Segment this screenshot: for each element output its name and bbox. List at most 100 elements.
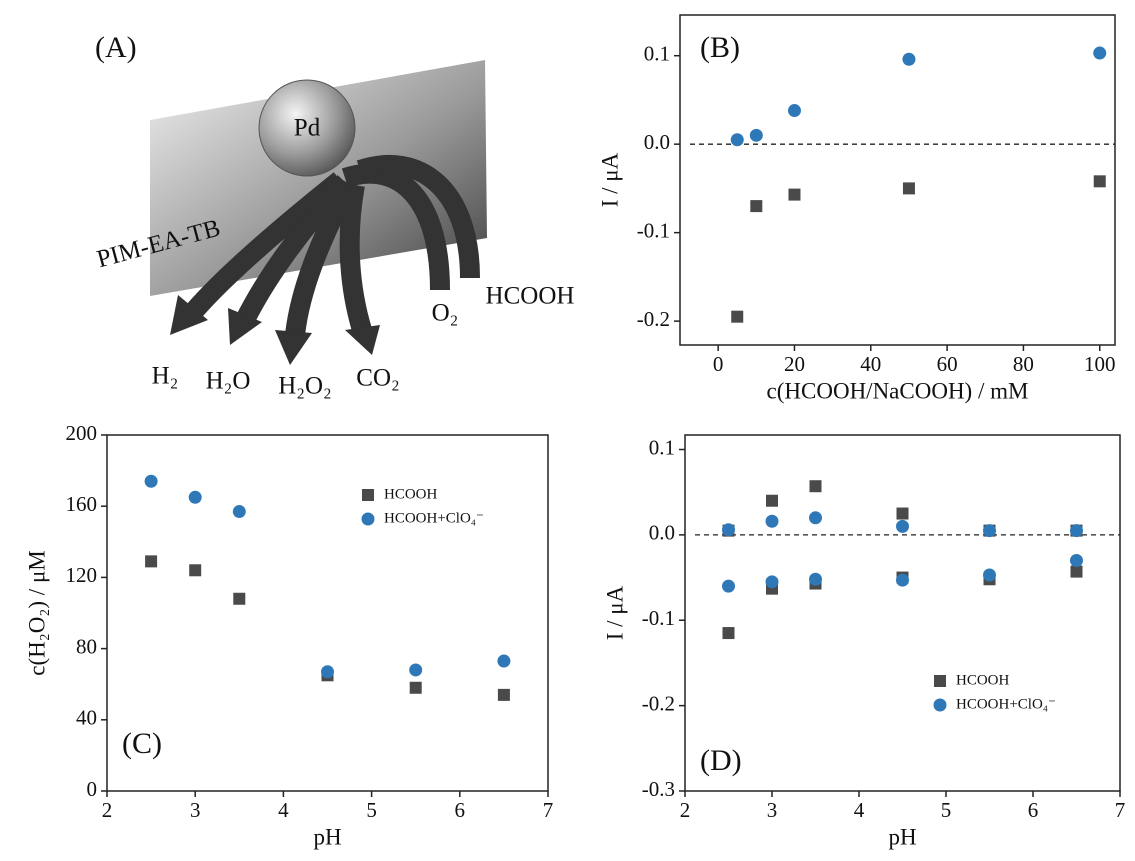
x-tick-label: 40	[860, 352, 881, 376]
point	[766, 494, 778, 507]
point	[896, 507, 909, 520]
panel-label: (A)	[95, 31, 137, 64]
y-tick-label: -0.1	[642, 606, 675, 630]
point	[144, 474, 158, 488]
x-tick-label: 20	[784, 352, 805, 376]
y-axis-label: c(H₂O₂) / μM	[24, 550, 49, 675]
point	[902, 182, 915, 195]
x-tick-label: 4	[278, 798, 289, 822]
y-tick-label: 0.0	[649, 521, 675, 545]
point	[983, 524, 996, 538]
y-tick-label: 0.1	[649, 435, 675, 459]
point	[497, 688, 510, 701]
panel-label: (C)	[122, 727, 162, 760]
point	[731, 310, 744, 323]
point	[188, 490, 202, 504]
x-tick-label: 3	[190, 798, 201, 822]
reactant-label: HCOOH	[486, 283, 575, 310]
y-tick-label: 0.0	[644, 130, 670, 154]
point	[722, 579, 735, 593]
x-tick-label: 6	[1028, 798, 1039, 822]
point	[809, 572, 822, 586]
point	[232, 505, 246, 519]
x-tick-label: 2	[680, 798, 691, 822]
product-label: CO₂	[356, 365, 399, 392]
y-tick-label: 200	[66, 421, 98, 445]
legend-marker	[361, 512, 375, 526]
point	[788, 188, 801, 201]
pd-particle	[258, 79, 356, 177]
plot-frame	[679, 14, 1116, 346]
point	[321, 665, 334, 679]
legend-label: HCOOH	[956, 672, 1010, 688]
x-tick-label: 0	[713, 352, 724, 376]
plot-frame	[106, 434, 549, 792]
point	[1070, 524, 1083, 538]
point	[1070, 553, 1083, 567]
x-tick-label: 6	[455, 798, 466, 822]
y-axis-label: I / μA	[602, 585, 627, 640]
point	[1093, 46, 1107, 60]
panel-label: (B)	[700, 31, 740, 64]
y-tick-label: 40	[76, 706, 97, 730]
reactant-label: O₂	[432, 300, 459, 327]
x-tick-label: 3	[767, 798, 778, 822]
product-label: H₂	[152, 363, 179, 390]
x-tick-label: 5	[366, 798, 377, 822]
point	[730, 133, 744, 147]
x-tick-label: 4	[854, 798, 865, 822]
y-tick-label: -0.2	[642, 691, 675, 715]
membrane-plane	[150, 60, 487, 296]
panel-label: (D)	[700, 744, 742, 777]
point	[1070, 565, 1083, 578]
y-axis-label: I / μA	[597, 152, 622, 207]
y-tick-label: -0.3	[642, 777, 675, 801]
x-axis-label: pH	[313, 824, 341, 849]
arrows	[187, 155, 480, 337]
point	[722, 523, 735, 537]
point	[983, 568, 996, 582]
point	[722, 627, 735, 640]
y-tick-label: 0	[87, 777, 98, 801]
legend-marker	[934, 675, 946, 687]
x-tick-label: 2	[102, 798, 113, 822]
legend-marker	[362, 489, 374, 501]
product-label: H₂O	[206, 368, 251, 395]
point	[749, 128, 763, 142]
point	[409, 681, 422, 694]
chart-panel: 0.1 0.0 -0.1 -0.2 0 20 40 60 80 100 c(HCOOH/NaCOOH…	[597, 14, 1116, 403]
point	[233, 592, 246, 605]
point	[765, 575, 779, 589]
y-tick-label: -0.1	[637, 218, 670, 242]
y-tick-label: -0.2	[637, 307, 670, 331]
legend-label: HCOOH+ClO₄⁻	[384, 510, 484, 526]
x-tick-label: 7	[1115, 798, 1126, 822]
x-tick-label: 100	[1084, 352, 1116, 376]
particle-label: Pd	[294, 115, 321, 142]
plot-frame	[684, 434, 1121, 792]
point	[809, 480, 822, 493]
arrow-heads	[170, 295, 380, 365]
y-tick-label: 80	[76, 634, 97, 658]
point	[145, 555, 158, 568]
x-axis-label: pH	[888, 824, 916, 849]
point	[896, 573, 909, 587]
y-tick-label: 120	[66, 563, 98, 587]
chart-panel: 0.1 0.0 -0.1 -0.2 -0.32 3 4 5 6 7 pH I / μA HCOOH HCO…	[602, 434, 1126, 849]
point	[765, 514, 779, 528]
point	[902, 52, 916, 66]
x-tick-label: 5	[941, 798, 952, 822]
point	[896, 519, 909, 533]
point	[189, 564, 202, 577]
x-tick-label: 80	[1013, 352, 1034, 376]
x-tick-label: 60	[937, 352, 958, 376]
legend-marker	[933, 698, 947, 712]
diagram: (A) Pd PIM-EA-TB H₂ H₂O H₂O₂ CO₂ O₂ HCOO…	[94, 31, 574, 400]
legend-label: HCOOH	[384, 486, 438, 502]
point	[809, 511, 822, 525]
product-label: H₂O₂	[278, 373, 332, 400]
point	[1093, 175, 1106, 188]
y-tick-label: 0.1	[644, 42, 670, 66]
point	[787, 104, 801, 118]
